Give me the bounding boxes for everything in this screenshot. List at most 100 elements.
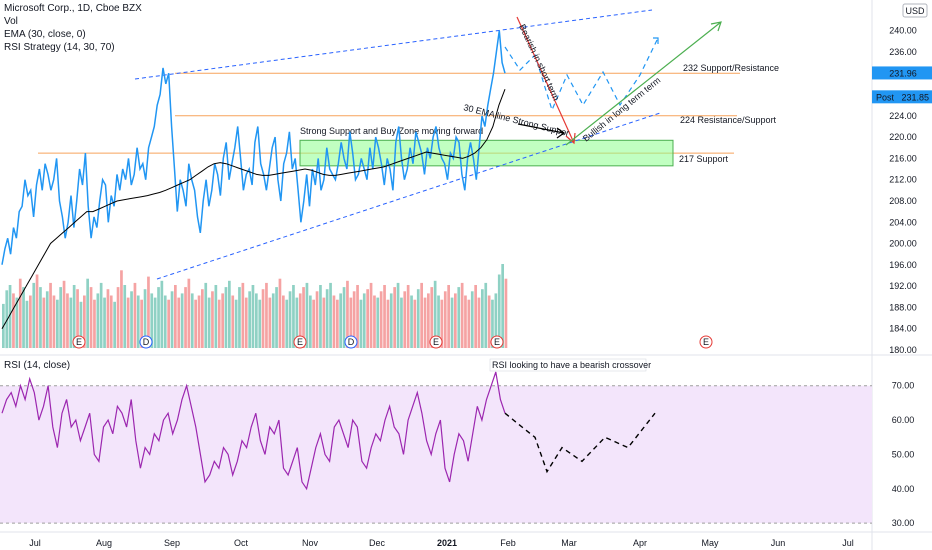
- bullish-arrow-head: [710, 21, 722, 32]
- ema-series-line: [1, 89, 506, 329]
- volume-bar: [248, 291, 251, 348]
- volume-bar: [373, 295, 376, 348]
- volume-bar: [437, 295, 440, 348]
- volume-bar: [265, 282, 268, 348]
- event-marker: [72, 335, 86, 349]
- volume-bar: [342, 287, 346, 348]
- volume-bar: [99, 282, 103, 348]
- volume-bar: [487, 295, 491, 348]
- volume-bar: [8, 285, 12, 348]
- volume-bar: [62, 280, 66, 348]
- upper-channel-line: [134, 9, 653, 80]
- rsi-series-line: [1, 371, 506, 491]
- volume-bar: [116, 287, 120, 348]
- volume-bar: [22, 287, 25, 348]
- volume-bar: [423, 297, 427, 348]
- rsi-note-box: [489, 358, 647, 372]
- volume-bar: [312, 299, 315, 348]
- bearish-arrow-line: [516, 16, 575, 144]
- volume-bar: [369, 282, 373, 348]
- time-tick-label: Jul: [29, 538, 41, 548]
- volume-bar: [167, 299, 170, 348]
- volume-bar: [470, 291, 474, 348]
- volume-bar: [231, 295, 235, 348]
- price-tick-label: 220.00: [889, 132, 917, 142]
- volume-bar: [383, 285, 386, 348]
- volume-bar: [106, 289, 110, 348]
- post-price-label: 231.85: [901, 92, 929, 102]
- volume-bar: [32, 282, 36, 348]
- volume-bar: [66, 293, 69, 348]
- volume-bar: [386, 299, 390, 348]
- volume-bar: [268, 297, 272, 348]
- volume-bar: [261, 289, 265, 348]
- volume-bar: [271, 293, 275, 348]
- volume-bar: [234, 299, 238, 348]
- price-tick-label: 196.00: [889, 260, 917, 270]
- ema-support-arrow-head: [556, 127, 566, 139]
- volume-bar: [150, 293, 154, 348]
- volume-bar: [180, 293, 184, 348]
- volume-bar: [103, 297, 106, 348]
- volume-bar: [69, 297, 73, 348]
- bullish-label: Bullish in long term term: [581, 75, 662, 144]
- volume-bar: [494, 293, 498, 348]
- event-marker-label: D: [143, 337, 150, 347]
- volume-bar: [430, 287, 434, 348]
- volume-bar: [282, 295, 285, 348]
- time-tick-label: Aug: [96, 538, 112, 548]
- volume-bar: [52, 295, 56, 348]
- volume-bar: [410, 295, 413, 348]
- buy-zone-label: Strong Support and Buy Zone moving forwa…: [300, 126, 483, 136]
- volume-bar: [454, 293, 457, 348]
- time-tick-label: Nov: [302, 538, 319, 548]
- volume-bar: [302, 287, 305, 348]
- volume-bar: [221, 293, 224, 348]
- rsi-tick-label: 70.00: [892, 381, 915, 391]
- volume-bar: [42, 297, 46, 348]
- volume-bar: [238, 287, 241, 348]
- volume-bar: [147, 276, 150, 348]
- res-232-label: 232 Support/Resistance: [683, 63, 779, 73]
- legend-symbol: Microsoft Corp., 1D, Cboe BZX: [4, 3, 142, 14]
- volume-bar: [25, 300, 29, 349]
- volume-bar: [319, 285, 322, 348]
- volume-bar: [332, 295, 336, 348]
- volume-bar: [201, 289, 204, 348]
- volume-bar: [356, 285, 359, 348]
- volume-bar: [255, 293, 258, 348]
- volume-bar: [292, 285, 295, 348]
- volume-bar: [359, 299, 363, 348]
- price-tick-label: 204.00: [889, 217, 917, 227]
- volume-bar: [362, 293, 366, 348]
- volume-bar: [49, 282, 52, 348]
- volume-bar: [15, 297, 19, 348]
- volume-bar: [504, 278, 508, 348]
- time-tick-label: Apr: [633, 538, 647, 548]
- volume-bar: [211, 291, 214, 348]
- last-price-label: 231.96: [889, 68, 917, 78]
- lower-channel-line: [156, 112, 661, 280]
- volume-bar: [93, 299, 96, 348]
- volume-bar: [285, 299, 289, 348]
- volume-bar: [400, 297, 403, 348]
- volume-bar: [217, 299, 221, 348]
- volume-bar: [133, 282, 137, 348]
- volume-bar: [177, 297, 181, 348]
- volume-bar: [204, 282, 208, 348]
- post-label: Post: [876, 92, 895, 102]
- volume-bar: [56, 299, 59, 348]
- volume-bar: [491, 299, 494, 348]
- volume-bar: [35, 274, 39, 348]
- event-marker-label: E: [76, 337, 82, 347]
- bullish-arrow-line: [565, 21, 722, 146]
- time-tick-label: Mar: [561, 538, 577, 548]
- volume-bar: [309, 295, 312, 348]
- volume-bar: [366, 289, 369, 348]
- rsi-tick-label: 50.00: [892, 449, 915, 459]
- volume-bar: [497, 274, 501, 348]
- price-tick-label: 224.00: [889, 111, 917, 121]
- volume-bar: [39, 287, 42, 348]
